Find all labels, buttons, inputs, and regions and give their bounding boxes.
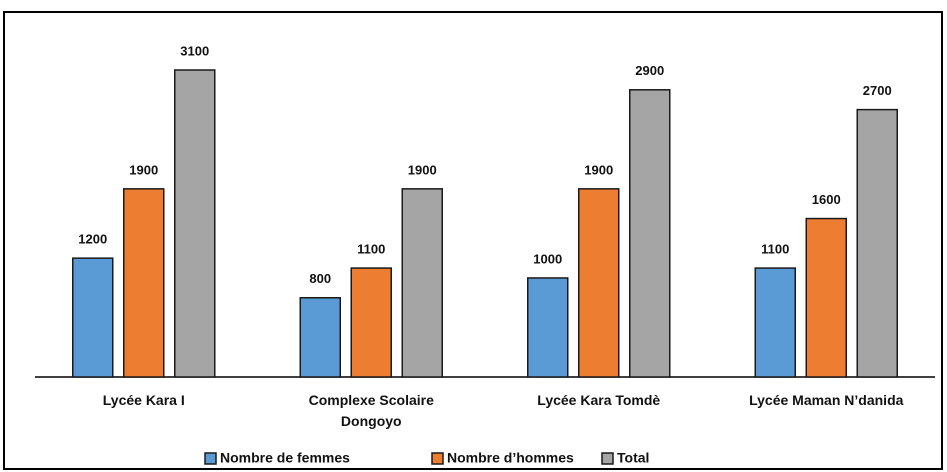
x-tick-label: Lycée Maman N’danida (749, 392, 904, 408)
bar (174, 69, 216, 378)
legend-label: Nombre de femmes (220, 450, 350, 466)
data-label: 1900 (408, 162, 437, 177)
bar (754, 267, 796, 378)
legend-swatch (204, 452, 217, 465)
x-tick-label: Complexe Scolaire Dongoyo (308, 392, 434, 429)
legend-label: Nombre d’hommes (447, 450, 574, 466)
bar (72, 257, 114, 378)
bar (805, 217, 847, 378)
data-label: 1900 (584, 162, 613, 177)
bar (123, 188, 165, 378)
data-label: 2700 (863, 83, 892, 98)
data-label: 1100 (761, 242, 789, 257)
legend-swatch (601, 452, 614, 465)
bar (350, 267, 392, 378)
bar (527, 277, 569, 378)
data-label: 1100 (357, 242, 385, 257)
legend-label: Total (617, 450, 649, 466)
data-label: 1000 (533, 251, 562, 266)
x-tick-label: Lycée Kara I (102, 392, 185, 408)
data-label: 1900 (129, 162, 158, 177)
bar (299, 297, 341, 378)
bar (629, 89, 671, 378)
legend-swatch (431, 452, 444, 465)
data-label: 1600 (812, 192, 841, 207)
x-tick-label: Lycée Kara Tomdè (537, 392, 661, 408)
data-label: 3100 (180, 43, 209, 58)
data-label: 800 (309, 271, 331, 286)
data-label: 1200 (78, 232, 107, 247)
data-label: 2900 (635, 63, 664, 78)
bar (401, 188, 443, 378)
bar (856, 108, 898, 378)
chart-border (3, 11, 943, 470)
bar (578, 188, 620, 378)
